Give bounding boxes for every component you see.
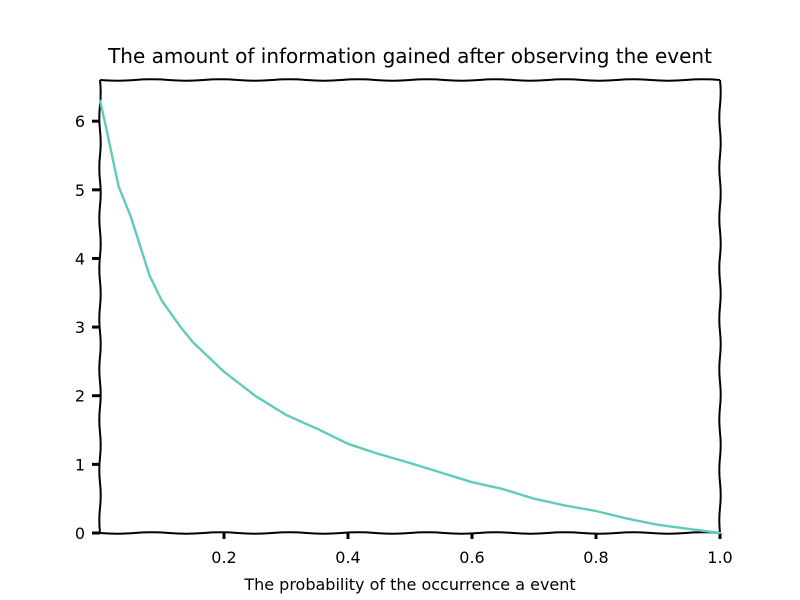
y-axis-ticks: 0 1 2 3 4 5 6 bbox=[75, 112, 100, 543]
y-tick-label: 4 bbox=[75, 249, 85, 268]
chart-title: The amount of information gained after o… bbox=[107, 44, 712, 68]
series-layer bbox=[98, 99, 722, 535]
series-line bbox=[98, 99, 722, 535]
x-tick-label: 0.8 bbox=[583, 548, 608, 567]
frame-left bbox=[98, 79, 102, 534]
frame-right bbox=[718, 79, 722, 534]
x-axis-label: The probability of the occurrence a even… bbox=[243, 575, 575, 594]
frame-top bbox=[99, 78, 721, 82]
x-tick-label: 0.6 bbox=[459, 548, 484, 567]
plot-frame bbox=[98, 78, 722, 535]
y-tick-label: 5 bbox=[75, 181, 85, 200]
frame-bottom bbox=[99, 531, 721, 535]
x-tick-label: 0.4 bbox=[335, 548, 360, 567]
y-tick-label: 3 bbox=[75, 318, 85, 337]
y-tick-label: 0 bbox=[75, 524, 85, 543]
y-tick-label: 6 bbox=[75, 112, 85, 131]
y-tick-label: 2 bbox=[75, 387, 85, 406]
x-tick-label: 0.2 bbox=[211, 548, 236, 567]
x-tick-label: 1.0 bbox=[707, 548, 732, 567]
y-tick-label: 1 bbox=[75, 455, 85, 474]
x-axis-ticks: 0.2 0.4 0.6 0.8 1.0 bbox=[211, 533, 733, 567]
